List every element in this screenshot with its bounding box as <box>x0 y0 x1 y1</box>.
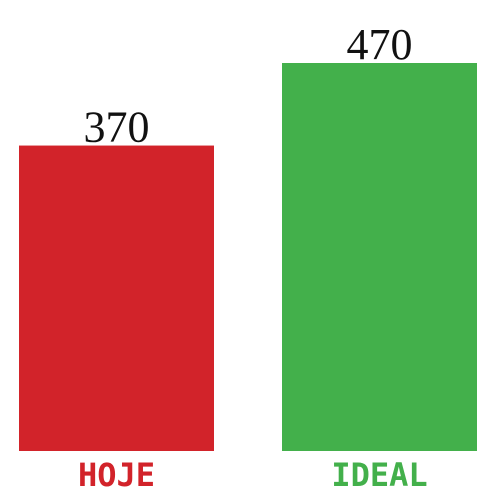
bar-hoje <box>19 145 214 451</box>
category-label-ideal: IDEAL <box>331 456 427 491</box>
value-label-ideal: 470 <box>347 20 413 69</box>
category-label-hoje: HOJE <box>78 456 155 491</box>
value-labels-group: 370 470 <box>84 20 413 152</box>
bars-group <box>19 63 477 451</box>
category-labels-group: HOJE IDEAL <box>78 456 428 491</box>
value-label-hoje: 370 <box>84 103 150 152</box>
bar-ideal <box>282 63 477 451</box>
